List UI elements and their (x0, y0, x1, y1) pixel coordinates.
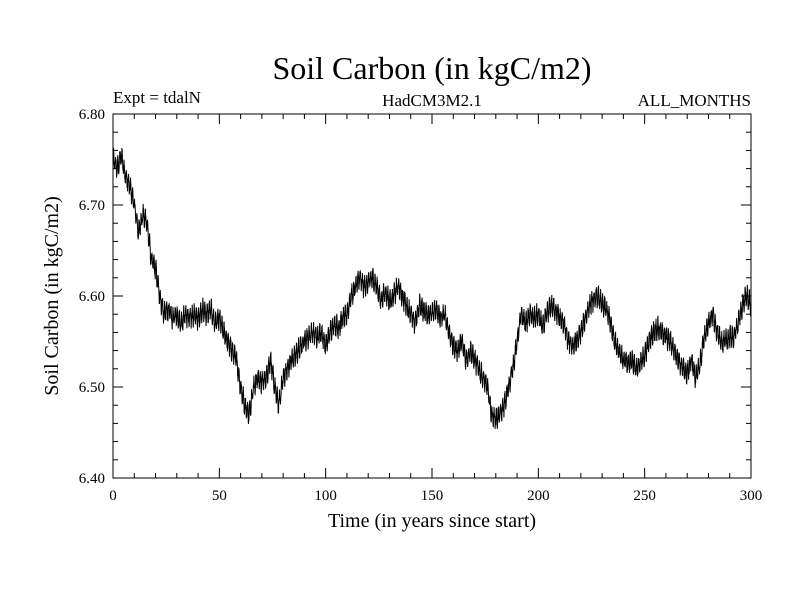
plot-frame (112, 113, 752, 479)
x-tick-label: 50 (212, 488, 227, 504)
x-tick-label: 0 (109, 488, 117, 504)
y-axis-label: Soil Carbon (in kgC/m2) (41, 196, 63, 395)
y-tick-label: 6.70 (79, 198, 105, 214)
series-line (112, 147, 752, 430)
y-tick-label: 6.80 (79, 107, 105, 123)
x-axis: 0 50 100 150 200 250 300 (109, 114, 762, 504)
x-axis-label: Time (in years since start) (328, 510, 536, 532)
months-label: ALL_MONTHS (638, 91, 751, 110)
x-tick-label: 100 (314, 488, 337, 504)
y-axis: 6.40 6.50 6.60 6.70 6.80 (79, 107, 751, 487)
x-tick-label: 150 (421, 488, 444, 504)
x-tick-label: 200 (527, 488, 550, 504)
y-tick-label: 6.40 (79, 471, 105, 487)
x-tick-label: 250 (633, 488, 656, 504)
model-label: HadCM3M2.1 (382, 91, 482, 110)
y-tick-label: 6.60 (79, 289, 105, 305)
plot-area (112, 113, 752, 479)
y-tick-label: 6.50 (79, 380, 105, 396)
experiment-label: Expt = tdalN (113, 88, 201, 107)
x-tick-label: 300 (740, 488, 763, 504)
chart-title: Soil Carbon (in kgC/m2) (272, 50, 591, 86)
